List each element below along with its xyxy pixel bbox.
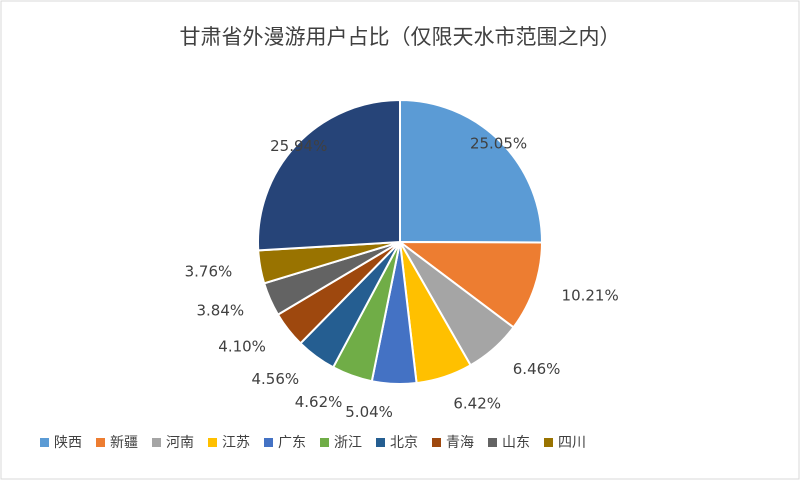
legend-swatch [432, 438, 441, 447]
data-label: 6.42% [453, 394, 501, 412]
chart-title: 甘肃省外漫游用户占比（仅限天水市范围之内） [180, 25, 621, 49]
data-label: 4.62% [295, 393, 343, 411]
legend-label: 陕西 [54, 435, 82, 451]
data-label: 5.04% [345, 403, 393, 421]
legend-swatch [152, 438, 161, 447]
legend-swatch [376, 438, 385, 447]
data-label: 4.56% [251, 370, 299, 388]
data-label: 3.84% [196, 301, 244, 319]
legend-label: 广东 [278, 435, 306, 451]
pie-slice [396, 240, 544, 329]
legend-label: 江苏 [222, 435, 250, 451]
legend-swatch [40, 438, 49, 447]
pie-slice [399, 98, 543, 244]
legend-label: 山东 [502, 435, 530, 451]
legend-swatch [264, 438, 273, 447]
legend-swatch [544, 438, 553, 447]
legend-swatch [488, 438, 497, 447]
legend-label: 四川 [558, 435, 586, 451]
legend-label: 新疆 [110, 435, 138, 451]
legend-label: 青海 [446, 435, 474, 451]
legend-label: 浙江 [334, 435, 362, 451]
legend-label: 北京 [390, 435, 418, 451]
legend-swatch [208, 438, 217, 447]
legend-swatch [96, 438, 105, 447]
legend-swatch [320, 438, 329, 447]
data-label: 4.10% [218, 338, 266, 356]
data-label: 10.21% [562, 287, 619, 305]
data-label: 25.05% [470, 134, 527, 152]
data-label: 3.76% [185, 263, 233, 281]
pie-slice [257, 98, 401, 252]
legend-label: 河南 [166, 435, 194, 451]
data-label: 6.46% [513, 360, 561, 378]
data-label: 25.94% [270, 137, 327, 155]
